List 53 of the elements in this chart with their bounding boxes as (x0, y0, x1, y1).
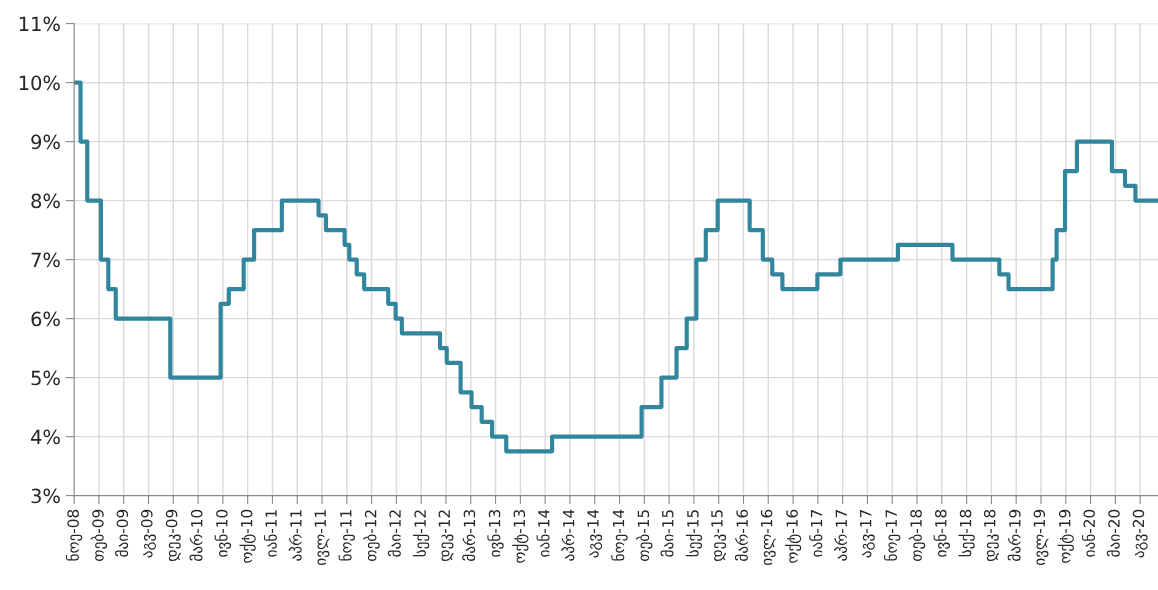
x-tick-label: იან-11 (263, 510, 277, 557)
x-tick-label: ივლ-16 (760, 509, 776, 565)
x-tick-label: ოქტ-10 (239, 509, 256, 563)
x-tick-label: დეკ-09 (165, 509, 181, 562)
x-tick-label: ოქტ-13 (512, 510, 529, 563)
x-tick-label: ოქტ-19 (1057, 509, 1074, 563)
x-tick-label: ივლ-11 (314, 510, 330, 565)
x-tick-label: ნოე-11 (338, 510, 355, 561)
x-tick-label: ოქტ-16 (784, 509, 802, 563)
x-tick-label: ნოე-17 (884, 510, 901, 561)
x-tick-label: ნოე-08 (65, 509, 83, 561)
x-tick-label: დეკ-15 (711, 510, 727, 562)
x-tick-label: მარ-13 (462, 510, 476, 561)
x-tick-label: ივლ-19 (1033, 509, 1049, 565)
x-tick-label: აგვ-14 (587, 509, 603, 558)
y-tick-label: 3% (31, 488, 60, 504)
y-tick-label: 11% (19, 16, 60, 32)
x-tick-label: იან-17 (809, 510, 823, 557)
x-tick-label: თებ-12 (363, 510, 380, 561)
x-tick-label: სექ-12 (413, 510, 430, 557)
y-tick-label: 6% (31, 311, 60, 327)
x-tick-label: აგვ-17 (860, 510, 875, 558)
y-tick-label: 10% (19, 75, 60, 91)
y-tick-label: 9% (31, 134, 60, 150)
x-tick-label: თებ-18 (908, 509, 926, 561)
x-tick-label: მარ-16 (734, 509, 748, 561)
x-tick-label: თებ-09 (90, 509, 108, 561)
x-tick-label: იან-20 (1082, 509, 1096, 557)
x-tick-label: აპრ-17 (834, 510, 848, 561)
x-tick-label: აპრ-14 (561, 509, 575, 561)
x-tick-label: მაი-12 (387, 510, 401, 557)
x-tick-label: მარ-10 (189, 509, 203, 561)
x-tick-label: მაი-09 (115, 509, 129, 557)
x-tick-label: თებ-15 (636, 510, 653, 561)
x-tick-label: აგვ-20 (1132, 509, 1148, 558)
x-tick-label: ივნ-18 (933, 509, 950, 557)
x-tick-label: იან-14 (536, 509, 550, 557)
x-tick-label: ივნ-10 (214, 509, 232, 557)
y-tick-label: 4% (31, 429, 60, 445)
x-tick-label: დეკ-12 (438, 510, 454, 562)
x-tick-label: აპრ-11 (288, 510, 302, 561)
x-tick-label: დეკ-18 (983, 509, 999, 562)
y-tick-label: 7% (31, 252, 60, 268)
x-tick-label: აგვ-09 (141, 509, 156, 558)
y-tick-label: 8% (31, 193, 60, 209)
x-tick-label: ნოე-14 (611, 509, 628, 561)
x-tick-label: მაი-15 (660, 510, 674, 557)
x-tick-label: სექ-15 (685, 510, 703, 557)
x-tick-label: მარ-19 (1007, 509, 1021, 561)
x-tick-label: ივნ-13 (487, 510, 504, 557)
y-tick-label: 5% (31, 370, 60, 386)
x-tick-label: მაი-20 (1106, 509, 1120, 557)
x-tick-label: სექ-18 (958, 509, 975, 557)
